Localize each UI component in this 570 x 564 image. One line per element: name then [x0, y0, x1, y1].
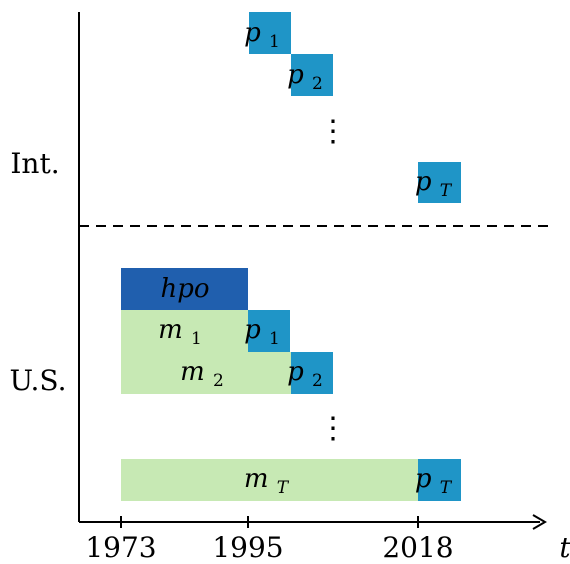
svg-text:p T: p T — [415, 464, 453, 498]
us-box-hpo: hpo — [121, 268, 248, 310]
svg-text:m T: m T — [244, 464, 290, 498]
us-p2-base: p — [287, 357, 304, 387]
tick-label-2018: 2018 — [382, 531, 453, 564]
us-m1-base: m — [158, 315, 183, 345]
svg-text:p 2: p 2 — [287, 357, 323, 391]
us-box-p1 — [248, 310, 290, 352]
svg-text:p 1: p 1 — [244, 18, 280, 52]
us-p1-sub: 1 — [269, 329, 280, 349]
us-m2-base: m — [180, 357, 205, 387]
svg-text:m 1: m 1 — [158, 315, 202, 349]
us-row-T: m T p T — [121, 459, 461, 501]
international-p1-sub: 1 — [269, 32, 280, 52]
us-p1-base: p — [244, 315, 261, 345]
international-pT-sub: T — [440, 181, 453, 201]
international-box-p1: p 1 — [244, 12, 291, 54]
row-label-international: Int. — [10, 147, 59, 180]
axis-variable-t: t — [559, 531, 570, 564]
row-label-us: U.S. — [9, 364, 66, 397]
international-p1-base: p — [244, 18, 261, 48]
us-box-m2 — [121, 352, 291, 394]
us-pT-sub: T — [440, 478, 453, 498]
us-mT-base: m — [244, 464, 269, 494]
svg-text:p T: p T — [415, 167, 453, 201]
x-axis-arrowhead — [532, 514, 547, 530]
svg-text:p 1: p 1 — [244, 315, 280, 349]
tick-label-1995: 1995 — [212, 531, 283, 564]
us-hpo-label: hpo — [160, 274, 209, 304]
us-ellipsis: ⋮ — [318, 411, 348, 446]
international-box-p2: p 2 — [287, 54, 333, 96]
us-m1-sub: 1 — [191, 329, 202, 349]
svg-text:m 2: m 2 — [180, 357, 224, 391]
us-m2-sub: 2 — [213, 371, 224, 391]
international-box-pT: p T — [415, 162, 461, 203]
international-p2-base: p — [287, 60, 304, 90]
us-row-2: m 2 p 2 — [121, 352, 333, 394]
tick-label-1973: 1973 — [85, 531, 156, 564]
international-p2-sub: 2 — [312, 74, 323, 94]
us-box-mT — [121, 459, 418, 501]
us-pT-base: p — [415, 464, 432, 494]
us-box-m1 — [121, 310, 248, 352]
us-p2-sub: 2 — [312, 371, 323, 391]
us-box-p2 — [291, 352, 333, 394]
international-ellipsis: ⋮ — [318, 114, 348, 149]
svg-text:p 2: p 2 — [287, 60, 323, 94]
us-box-pT — [418, 459, 461, 501]
us-row-1: m 1 p 1 — [121, 310, 290, 352]
international-pT-base: p — [415, 167, 432, 197]
us-mT-sub: T — [277, 478, 290, 498]
